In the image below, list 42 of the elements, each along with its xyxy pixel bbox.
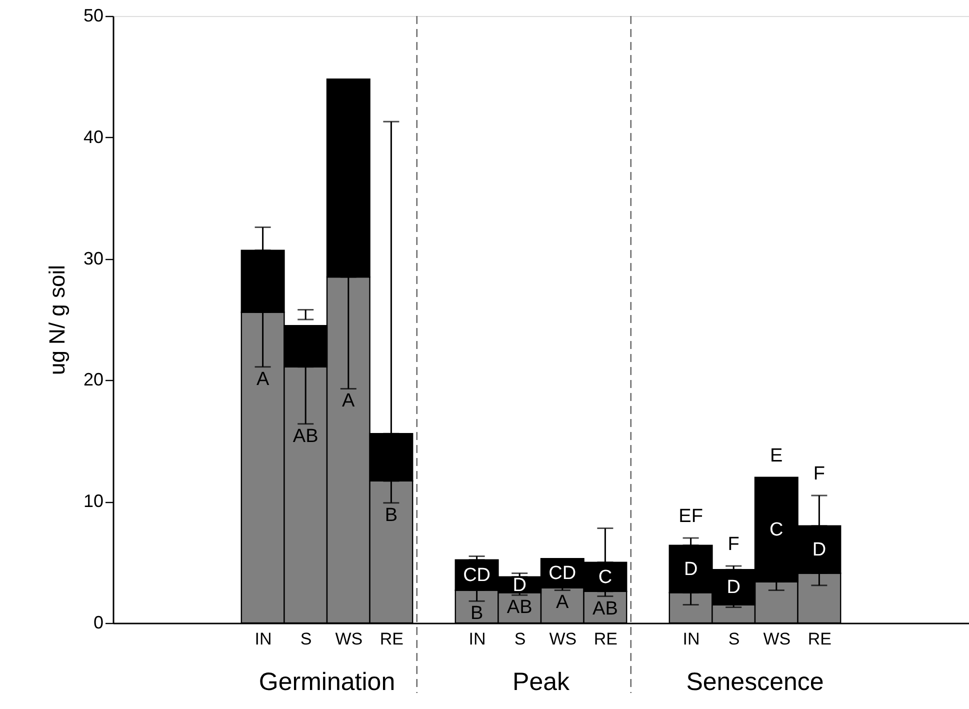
data-label: A xyxy=(256,368,270,390)
y-tick-label: 50 xyxy=(83,6,104,26)
text: Peak xyxy=(512,668,570,696)
data-label: AB xyxy=(592,598,618,620)
data-label: AB xyxy=(292,426,318,447)
data-label: B xyxy=(470,603,484,624)
data-label: D xyxy=(812,540,826,561)
y-axis-title: ug N/ g soil xyxy=(44,264,70,376)
x-tick-label: WS xyxy=(335,630,363,648)
total-label: F xyxy=(813,464,826,485)
data-label: A xyxy=(556,592,570,614)
x-tick-label: RE xyxy=(594,630,618,648)
data-label: D xyxy=(726,577,740,598)
y-tick-label: 20 xyxy=(83,370,104,390)
x-tick-label: RE xyxy=(380,630,404,648)
y-tick-label: 10 xyxy=(83,491,104,512)
data-label: D xyxy=(512,574,526,596)
x-tick-label: S xyxy=(728,630,740,648)
x-tick-label: WS xyxy=(549,630,577,648)
data-label: B xyxy=(384,504,398,526)
data-label: AB xyxy=(506,597,532,618)
x-tick-label: S xyxy=(300,630,312,648)
data-label: C xyxy=(770,520,784,541)
text: Senescence xyxy=(686,668,824,696)
data-label: D xyxy=(684,558,698,580)
y-tick-label: 30 xyxy=(83,248,104,268)
x-tick-label: RE xyxy=(808,630,832,648)
text: Germination xyxy=(258,668,396,696)
y-tick-label: 40 xyxy=(83,126,104,147)
x-tick-label: S xyxy=(514,630,526,648)
data-label: CD xyxy=(463,565,491,586)
x-tick-label: IN xyxy=(254,630,272,648)
x-tick-label: WS xyxy=(763,630,791,648)
x-tick-label: IN xyxy=(468,630,486,648)
data-label: C xyxy=(598,566,612,588)
y-tick-label: 0 xyxy=(93,612,104,632)
total-label: E xyxy=(770,445,783,466)
data-label: A xyxy=(342,390,356,412)
total-label: F xyxy=(728,534,740,555)
x-tick-label: IN xyxy=(682,630,700,648)
total-label: EF xyxy=(678,506,703,528)
data-label: CD xyxy=(548,563,576,584)
